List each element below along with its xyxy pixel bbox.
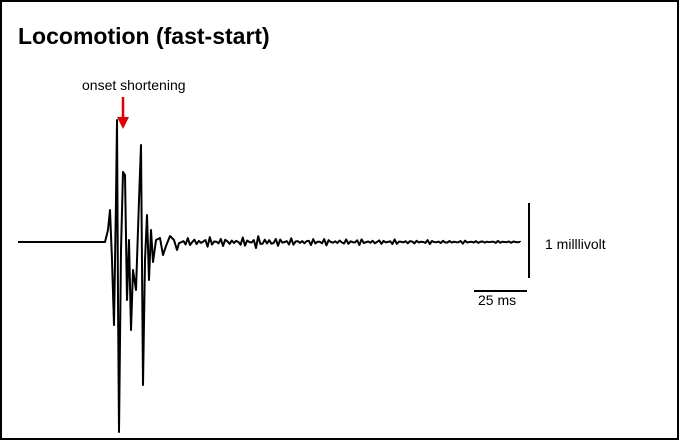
- annotation: onset shortening: [82, 77, 186, 93]
- title: Locomotion (fast-start): [18, 23, 270, 49]
- arrow-head: [117, 117, 129, 129]
- emg-trace: [18, 119, 521, 433]
- voltage-scale-label: 1 milllivolt: [545, 236, 606, 252]
- time-scale-label: 25 ms: [478, 292, 516, 308]
- onset-arrow: [117, 97, 129, 129]
